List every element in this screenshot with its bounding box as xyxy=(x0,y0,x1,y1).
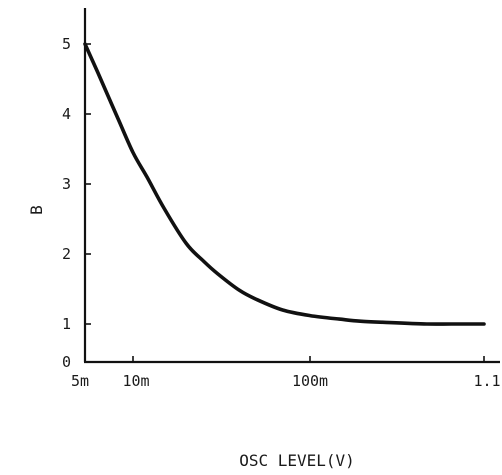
y-tick-label: 0 xyxy=(62,353,71,371)
series-group xyxy=(83,42,486,326)
x-tick-label: 10m xyxy=(122,372,149,390)
y-axis-title: B xyxy=(27,205,46,215)
y-tick-label: 2 xyxy=(62,245,71,263)
y-tick-label: 5 xyxy=(62,35,71,53)
axes xyxy=(83,8,500,364)
tick-group: 0 1 2 3 4 5 5m 10m 100m 1.1 xyxy=(62,35,501,390)
y-tick-label: 4 xyxy=(62,105,71,123)
y-tick-label: 1 xyxy=(62,315,71,333)
x-tick-label: 100m xyxy=(292,372,328,390)
x-tick-label: 5m xyxy=(71,372,89,390)
x-tick-label: 1.1 xyxy=(473,372,500,390)
series-line xyxy=(83,42,486,326)
y-tick-label: 3 xyxy=(62,175,71,193)
x-axis-title: OSC LEVEL(V) xyxy=(239,451,355,470)
